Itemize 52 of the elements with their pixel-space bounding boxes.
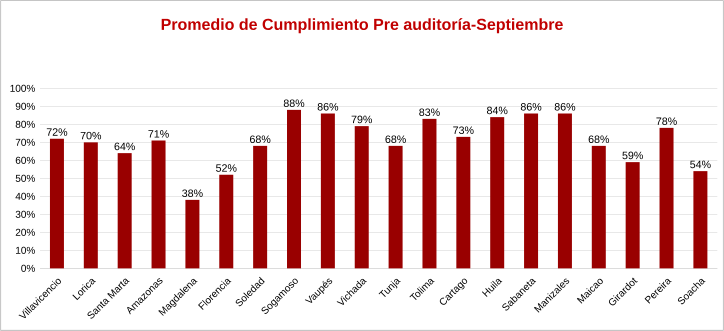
data-label: 84% (486, 106, 508, 114)
bar (456, 136, 470, 268)
data-label: 38% (182, 189, 203, 197)
data-label: 86% (318, 103, 338, 111)
data-label: 54% (690, 160, 711, 168)
y-tick-label: 40% (16, 192, 35, 200)
data-label: 52% (216, 164, 237, 172)
bar (626, 162, 640, 268)
bar (592, 146, 606, 268)
chart-title: Promedio de Cumplimiento Pre auditoría-Septiembre (162, 18, 563, 34)
y-tick-label: 10% (16, 246, 35, 254)
y-tick-label: 90% (16, 102, 35, 110)
bar (660, 128, 674, 268)
bar (558, 114, 572, 268)
data-label: 86% (554, 103, 576, 111)
bar (693, 171, 708, 268)
y-tick-label: 20% (16, 228, 35, 236)
data-label: 68% (250, 135, 270, 143)
bar (185, 200, 200, 268)
data-label: 79% (352, 116, 372, 124)
y-tick-label: 80% (16, 120, 35, 128)
bar (152, 140, 166, 268)
data-label: 72% (46, 128, 68, 136)
bar (50, 138, 64, 268)
data-label: 68% (588, 135, 610, 143)
bar (253, 146, 268, 268)
data-label: 70% (80, 132, 102, 140)
y-tick-label: 100% (10, 84, 35, 92)
y-tick-label: 30% (16, 210, 35, 218)
bar (118, 153, 132, 268)
bar (422, 118, 436, 268)
y-tick-label: 70% (16, 138, 35, 146)
bar (287, 110, 302, 268)
y-tick-label: 0% (21, 264, 35, 272)
y-tick-label: 50% (16, 174, 35, 182)
bar (354, 126, 369, 268)
data-label: 88% (284, 99, 304, 107)
bar (320, 114, 335, 268)
data-label: 64% (114, 142, 135, 150)
data-label: 78% (656, 117, 677, 125)
data-label: 59% (622, 152, 643, 160)
y-tick-label: 60% (16, 156, 35, 164)
data-label: 68% (385, 135, 406, 143)
data-label: 73% (453, 126, 474, 134)
bar (388, 146, 403, 268)
bar (219, 174, 234, 268)
bar (490, 117, 504, 268)
data-label: 86% (520, 103, 542, 111)
bar (524, 114, 538, 268)
bar (84, 142, 98, 268)
data-label: 71% (148, 130, 169, 138)
data-label: 83% (419, 108, 440, 116)
